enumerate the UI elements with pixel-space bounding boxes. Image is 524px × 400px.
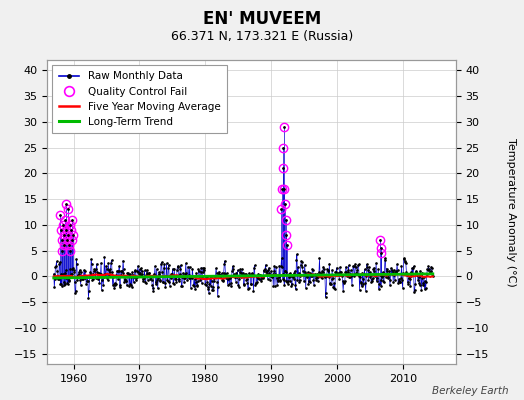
Text: Berkeley Earth: Berkeley Earth: [432, 386, 508, 396]
Text: EN' MUVEEM: EN' MUVEEM: [203, 10, 321, 28]
Text: 66.371 N, 173.321 E (Russia): 66.371 N, 173.321 E (Russia): [171, 30, 353, 43]
Legend: Raw Monthly Data, Quality Control Fail, Five Year Moving Average, Long-Term Tren: Raw Monthly Data, Quality Control Fail, …: [52, 65, 227, 133]
Y-axis label: Temperature Anomaly (°C): Temperature Anomaly (°C): [506, 138, 516, 286]
